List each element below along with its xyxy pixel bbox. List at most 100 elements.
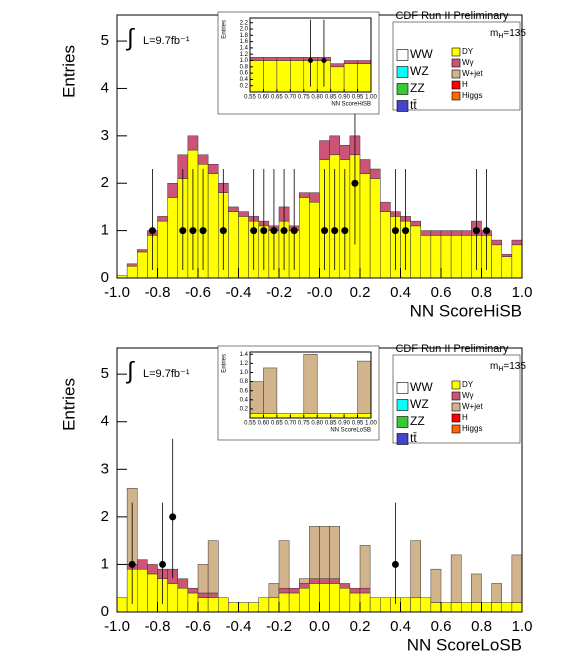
histogram-segment bbox=[303, 354, 318, 414]
x-tick-label: -0.0 bbox=[307, 284, 333, 301]
x-tick-label: 0.95 bbox=[352, 95, 364, 101]
y-tick-label: 0.8 bbox=[240, 379, 249, 385]
legend-label: WZ bbox=[410, 64, 429, 78]
histogram-segment bbox=[309, 192, 320, 203]
histogram-segment bbox=[309, 578, 320, 584]
y-tick-label: 4 bbox=[101, 79, 109, 96]
x-tick-label: 0.80 bbox=[311, 95, 323, 101]
histogram-segment bbox=[207, 173, 219, 279]
x-tick-label: -1.0 bbox=[104, 618, 130, 635]
x-tick-label: 0.2 bbox=[350, 618, 371, 635]
data-point bbox=[128, 560, 136, 568]
x-tick-label: -0.4 bbox=[226, 284, 252, 301]
data-point bbox=[280, 227, 288, 235]
legend-swatch bbox=[451, 69, 461, 79]
x-tick-label: -0.8 bbox=[145, 284, 171, 301]
histogram-segment bbox=[369, 178, 381, 279]
histogram-segment bbox=[268, 597, 280, 613]
luminosity-label: L=9.7fb⁻¹ bbox=[143, 35, 190, 47]
y-tick-label: 0.2 bbox=[240, 406, 249, 412]
y-tick-label: 2 bbox=[101, 508, 109, 525]
histogram-segment bbox=[511, 554, 523, 603]
histogram-segment bbox=[339, 583, 351, 589]
mass-label: mH=135 bbox=[490, 28, 526, 40]
histogram-segment bbox=[228, 206, 239, 212]
histogram-segment bbox=[137, 559, 148, 570]
x-axis-title: NN ScoreLoSB bbox=[407, 635, 522, 654]
legend-label: DY bbox=[462, 47, 474, 56]
histogram-segment bbox=[207, 597, 219, 613]
y-tick-label: 0 bbox=[101, 269, 109, 286]
histogram-segment bbox=[491, 239, 502, 246]
x-tick-label: 0.85 bbox=[325, 95, 337, 101]
mass-symbol: m bbox=[490, 28, 498, 39]
histogram-segment bbox=[343, 413, 358, 419]
mass-value: =135 bbox=[503, 361, 526, 372]
experiment-label: CDF Run II Preliminary bbox=[395, 10, 509, 22]
histogram-segment bbox=[471, 602, 482, 613]
histogram-segment bbox=[339, 587, 351, 613]
x-tick-label: 0.95 bbox=[352, 421, 364, 427]
histogram-segment bbox=[290, 60, 305, 93]
histogram-segment bbox=[238, 211, 249, 217]
x-axis-title: NN ScoreLoSB bbox=[330, 428, 371, 434]
histogram-segment bbox=[137, 249, 148, 253]
histogram-segment bbox=[278, 587, 290, 594]
x-tick-label: 0.70 bbox=[284, 95, 296, 101]
histogram-segment bbox=[299, 197, 310, 279]
y-tick-label: 1 bbox=[101, 222, 109, 239]
data-point bbox=[250, 227, 258, 235]
histogram-segment bbox=[263, 367, 278, 414]
histogram-segment bbox=[187, 135, 199, 151]
legend-swatch bbox=[451, 424, 461, 434]
histogram-segment bbox=[263, 57, 278, 61]
data-point bbox=[159, 560, 167, 568]
histogram-segment bbox=[288, 587, 300, 594]
histogram-segment bbox=[319, 583, 330, 613]
data-point bbox=[219, 227, 227, 235]
histogram-segment bbox=[491, 244, 502, 279]
histogram-segment bbox=[410, 225, 421, 279]
histogram-segment bbox=[147, 573, 158, 613]
histogram-segment bbox=[450, 554, 462, 603]
legend-label: H bbox=[462, 413, 468, 422]
histogram-segment bbox=[410, 597, 421, 613]
histogram-segment bbox=[329, 578, 340, 584]
histogram-segment bbox=[430, 230, 442, 236]
histogram-segment bbox=[319, 578, 330, 584]
x-tick-label: 0.75 bbox=[298, 95, 310, 101]
x-tick-label: 0.8 bbox=[471, 284, 492, 301]
legend-swatch bbox=[451, 91, 461, 101]
histogram-segment bbox=[238, 602, 249, 613]
histogram-segment bbox=[430, 602, 442, 613]
y-tick-label: 4 bbox=[101, 413, 109, 430]
x-tick-label: -0.6 bbox=[185, 284, 211, 301]
histogram-segment bbox=[450, 602, 462, 613]
histogram-segment bbox=[207, 164, 219, 174]
y-tick-label: 1 bbox=[101, 555, 109, 572]
histogram-segment bbox=[440, 230, 452, 236]
histogram-segment bbox=[278, 592, 290, 613]
y-tick-label: 5 bbox=[101, 32, 109, 49]
histogram-segment bbox=[228, 602, 239, 613]
histogram-segment bbox=[349, 587, 361, 594]
x-axis-title: NN ScoreHiSB bbox=[410, 301, 522, 320]
y-tick-label: 0.2 bbox=[240, 83, 249, 89]
y-axis-title: Entries bbox=[222, 354, 228, 373]
histogram-segment bbox=[511, 602, 523, 613]
histogram-segment bbox=[197, 597, 209, 613]
x-tick-label: 0.60 bbox=[258, 95, 270, 101]
inset-background bbox=[217, 345, 380, 441]
x-tick-label: -0.2 bbox=[266, 618, 292, 635]
x-tick-label: -0.4 bbox=[226, 618, 252, 635]
histogram-segment bbox=[461, 230, 472, 236]
histogram-segment bbox=[290, 413, 305, 419]
mass-symbol: m bbox=[490, 361, 498, 372]
legend-swatch bbox=[451, 80, 461, 90]
histogram-segment bbox=[167, 583, 178, 613]
y-axis-title: Entries bbox=[59, 378, 78, 431]
histogram-segment bbox=[167, 182, 178, 198]
histogram-segment bbox=[501, 254, 513, 257]
histogram-segment bbox=[299, 578, 310, 584]
histogram-segment bbox=[197, 592, 209, 598]
